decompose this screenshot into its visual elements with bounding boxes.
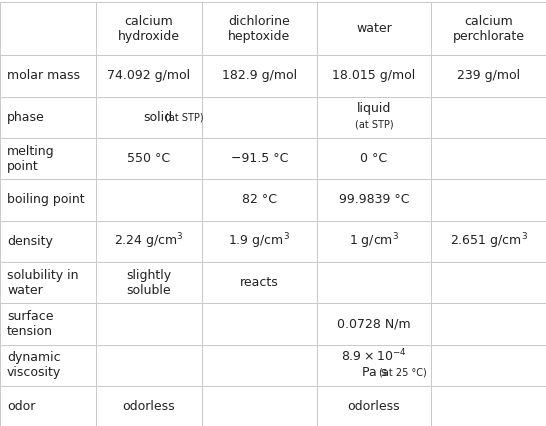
Text: surface
tension: surface tension bbox=[7, 310, 54, 338]
Text: boiling point: boiling point bbox=[7, 193, 85, 206]
Text: liquid: liquid bbox=[357, 102, 391, 115]
Text: 82 °C: 82 °C bbox=[242, 193, 277, 206]
Text: dynamic
viscosity: dynamic viscosity bbox=[7, 351, 61, 379]
Text: 0.0728 N/m: 0.0728 N/m bbox=[337, 317, 411, 330]
Text: phase: phase bbox=[7, 111, 45, 124]
Text: 1.9 g/cm$^3$: 1.9 g/cm$^3$ bbox=[228, 231, 290, 251]
Text: $8.9\times10^{-4}$: $8.9\times10^{-4}$ bbox=[341, 348, 407, 365]
Text: 74.092 g/mol: 74.092 g/mol bbox=[107, 69, 191, 82]
Text: calcium
perchlorate: calcium perchlorate bbox=[453, 14, 525, 43]
Text: melting
point: melting point bbox=[7, 144, 55, 173]
Text: odor: odor bbox=[7, 400, 35, 413]
Text: water: water bbox=[356, 22, 392, 35]
Text: reacts: reacts bbox=[240, 276, 278, 289]
Text: 1 g/cm$^3$: 1 g/cm$^3$ bbox=[349, 231, 399, 251]
Text: 182.9 g/mol: 182.9 g/mol bbox=[222, 69, 297, 82]
Text: solid: solid bbox=[144, 111, 173, 124]
Text: odorless: odorless bbox=[348, 400, 400, 413]
Text: slightly
soluble: slightly soluble bbox=[126, 268, 171, 296]
Text: 550 °C: 550 °C bbox=[127, 152, 170, 165]
Text: 2.24 g/cm$^3$: 2.24 g/cm$^3$ bbox=[114, 231, 183, 251]
Text: odorless: odorless bbox=[122, 400, 175, 413]
Text: dichlorine
heptoxide: dichlorine heptoxide bbox=[228, 14, 290, 43]
Text: (at STP): (at STP) bbox=[355, 119, 393, 129]
Text: 99.9839 °C: 99.9839 °C bbox=[339, 193, 410, 206]
Text: 2.651 g/cm$^3$: 2.651 g/cm$^3$ bbox=[450, 231, 527, 251]
Text: (at 25 °C): (at 25 °C) bbox=[379, 367, 427, 377]
Text: molar mass: molar mass bbox=[7, 69, 80, 82]
Text: −91.5 °C: −91.5 °C bbox=[230, 152, 288, 165]
Text: Pa s: Pa s bbox=[362, 366, 387, 379]
Text: 239 g/mol: 239 g/mol bbox=[457, 69, 520, 82]
Text: solubility in
water: solubility in water bbox=[7, 268, 79, 296]
Text: calcium
hydroxide: calcium hydroxide bbox=[118, 14, 180, 43]
Text: density: density bbox=[7, 235, 53, 248]
Text: (at STP): (at STP) bbox=[165, 112, 204, 122]
Text: 0 °C: 0 °C bbox=[360, 152, 388, 165]
Text: 18.015 g/mol: 18.015 g/mol bbox=[333, 69, 416, 82]
